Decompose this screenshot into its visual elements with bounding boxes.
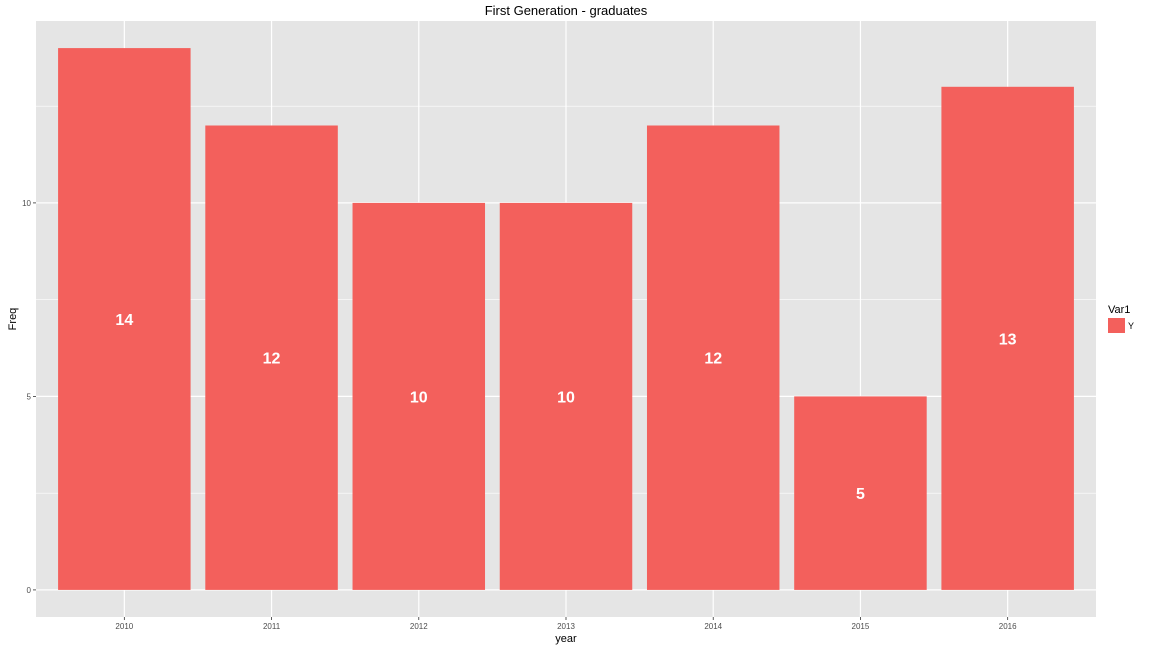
legend-title: Var1: [1108, 304, 1130, 316]
bar-2010: [58, 48, 191, 590]
bar-value-label: 12: [263, 351, 281, 368]
bar-2013: [499, 202, 633, 590]
y-tick-label: 0: [27, 586, 32, 595]
x-tick-label: 2012: [410, 622, 428, 631]
bar-value-label: 10: [557, 389, 575, 406]
bar-2014: [646, 125, 780, 590]
chart-title: First Generation - graduates: [485, 3, 648, 18]
bar-value-label: 10: [410, 389, 428, 406]
legend: Var1 Y: [1108, 304, 1134, 333]
legend-swatch: [1108, 318, 1125, 333]
y-tick-label: 5: [27, 392, 32, 401]
bar-2012: [352, 202, 486, 590]
bar-value-label: 14: [115, 312, 133, 329]
x-tick-label: 2013: [557, 622, 575, 631]
x-tick-label: 2010: [115, 622, 133, 631]
x-axis-ticks: 2010 2011 2012 2013 2014 2015 2016: [115, 617, 1017, 631]
bar-value-label: 5: [856, 486, 865, 503]
bar-labels: 14 12 10 10 12 5 13: [115, 312, 1016, 503]
bar-2011: [205, 125, 338, 590]
x-tick-label: 2014: [704, 622, 722, 631]
x-axis-title: year: [555, 633, 577, 645]
bar-2015: [794, 396, 927, 590]
legend-label: Y: [1128, 321, 1134, 331]
bar-value-label: 12: [704, 351, 722, 368]
y-tick-label: 10: [22, 199, 31, 208]
bars: [58, 48, 1074, 590]
x-tick-label: 2016: [999, 622, 1017, 631]
y-axis-title: Freq: [7, 308, 19, 331]
x-tick-label: 2011: [263, 622, 281, 631]
bar-value-label: 13: [999, 331, 1017, 348]
y-axis-ticks: 0 5 10: [22, 199, 36, 595]
bar-2016: [941, 86, 1074, 590]
x-tick-label: 2015: [852, 622, 870, 631]
